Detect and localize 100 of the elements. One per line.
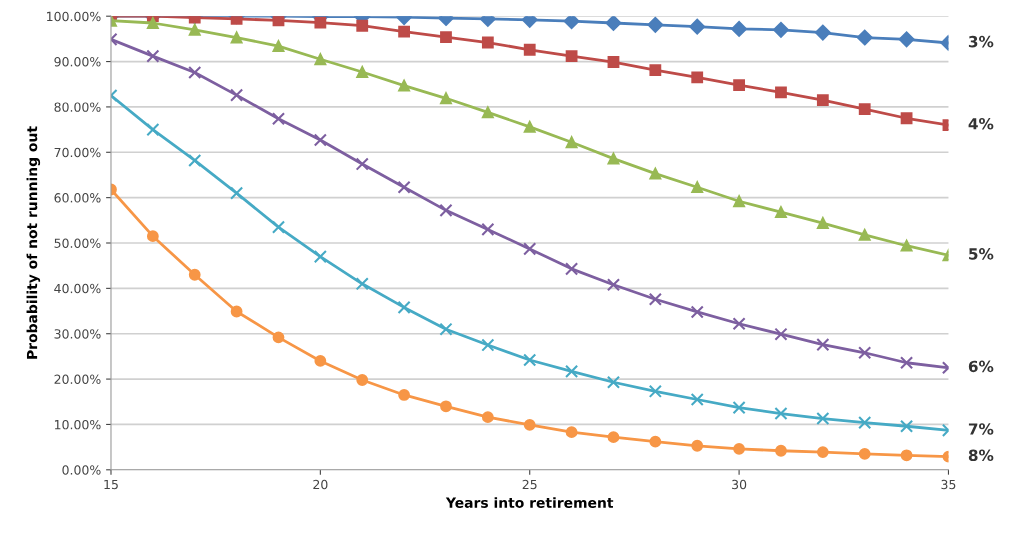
point <box>481 222 495 236</box>
point <box>523 43 536 56</box>
point <box>606 375 621 389</box>
point <box>607 152 620 165</box>
point <box>816 338 830 352</box>
y-axis-title: Probability of not running out <box>26 126 41 359</box>
point <box>356 374 369 386</box>
point <box>733 443 745 455</box>
y-tick-label: 90.00% <box>54 57 101 67</box>
point <box>816 446 829 459</box>
point <box>481 411 494 424</box>
point <box>774 327 788 341</box>
point <box>440 400 452 413</box>
point <box>398 79 411 92</box>
x-tick-label: 20 <box>313 479 328 490</box>
point <box>607 56 620 68</box>
point <box>605 16 622 31</box>
series-label: 3% <box>968 35 994 48</box>
point <box>397 180 411 194</box>
point <box>774 406 788 421</box>
point <box>565 50 578 63</box>
y-tick-label: 0.00% <box>62 465 101 475</box>
point <box>900 449 913 462</box>
point <box>733 195 745 208</box>
y-tick-label: 10.00% <box>54 419 101 430</box>
point <box>649 64 662 77</box>
x-tick-label: 25 <box>522 479 537 490</box>
point <box>732 401 746 415</box>
point <box>523 353 537 367</box>
point <box>188 268 201 281</box>
point <box>858 346 872 360</box>
point <box>398 389 411 401</box>
point <box>689 18 706 35</box>
point <box>856 29 873 46</box>
point <box>648 384 662 398</box>
point <box>649 435 662 448</box>
point <box>271 112 286 126</box>
point <box>230 305 243 318</box>
point <box>899 356 914 370</box>
point <box>188 153 202 168</box>
point <box>271 220 286 234</box>
point <box>230 88 244 102</box>
point <box>816 217 829 229</box>
point <box>481 338 495 352</box>
y-tick-label: 50.00% <box>54 238 101 248</box>
point <box>647 16 664 33</box>
point <box>188 23 201 36</box>
point <box>606 278 621 292</box>
point <box>565 136 578 149</box>
point <box>397 300 411 315</box>
point <box>314 355 327 367</box>
point <box>481 36 494 49</box>
point <box>898 31 915 48</box>
point <box>565 364 579 378</box>
point <box>816 94 829 107</box>
y-tick-label: 80.00% <box>54 102 101 112</box>
point <box>816 411 830 426</box>
point <box>732 317 746 331</box>
point <box>355 157 369 171</box>
point <box>146 123 160 137</box>
point <box>858 448 871 460</box>
x-axis-title: Years into retirement <box>445 497 614 508</box>
point <box>607 431 620 444</box>
x-tick-label: 15 <box>104 479 118 490</box>
point <box>775 86 787 99</box>
y-tick-label: 70.00% <box>54 147 101 158</box>
point <box>900 239 913 252</box>
series-label: 8% <box>968 449 994 462</box>
point <box>314 16 327 29</box>
point <box>775 444 787 457</box>
y-tick-label: 30.00% <box>54 329 101 339</box>
point <box>272 331 285 344</box>
point <box>356 66 369 78</box>
y-tick-label: 100.00% <box>47 11 101 22</box>
point <box>858 228 871 241</box>
point <box>690 392 704 407</box>
point <box>439 203 453 217</box>
point <box>899 419 914 433</box>
point <box>313 250 327 264</box>
point <box>146 230 159 243</box>
point <box>648 292 662 306</box>
point <box>775 206 787 219</box>
point <box>649 167 662 180</box>
x-tick-label: 35 <box>941 479 956 490</box>
point <box>691 181 704 194</box>
point <box>272 40 285 53</box>
point <box>733 79 745 92</box>
point <box>565 426 578 439</box>
point <box>691 71 704 84</box>
series-label: 4% <box>968 117 994 130</box>
point <box>439 322 453 336</box>
point <box>355 277 369 291</box>
series-label: 5% <box>969 248 994 260</box>
series-label: 6% <box>968 360 994 373</box>
point <box>731 20 748 37</box>
point <box>563 16 580 30</box>
point <box>188 65 202 80</box>
point <box>565 262 579 276</box>
point <box>398 25 411 38</box>
series-label: 7% <box>968 423 994 435</box>
